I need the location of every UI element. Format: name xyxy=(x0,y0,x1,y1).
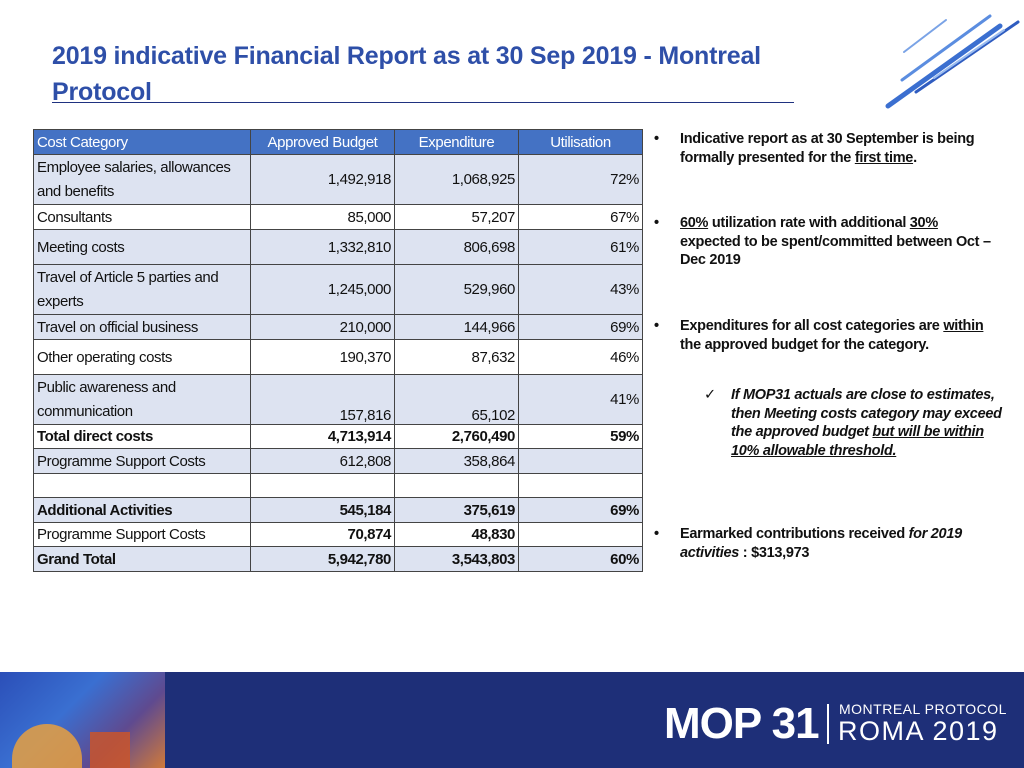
row-category: Travel on official business xyxy=(33,314,251,340)
mop31-logo: MOP 31 xyxy=(664,699,820,748)
row-expenditure: 144,966 xyxy=(394,314,519,340)
table-row: Programme Support Costs 70,874 48,830 xyxy=(33,522,643,547)
brand-roma-2019: ROMA 2019 xyxy=(838,716,999,746)
row-expenditure: 358,864 xyxy=(394,448,519,474)
row-category: Public awareness and communication xyxy=(33,374,251,425)
table-row-empty xyxy=(33,473,643,498)
row-budget: 190,370 xyxy=(250,339,395,375)
row-category: Total direct costs xyxy=(33,424,251,449)
bullet-icon: • xyxy=(654,318,659,334)
row-expenditure xyxy=(394,473,519,498)
row-budget: 612,808 xyxy=(250,448,395,474)
table-row: Consultants 85,000 57,207 67% xyxy=(33,204,643,230)
row-category-line-1: Travel of Article 5 parties and xyxy=(37,268,219,286)
financial-report-table: Cost Category Approved Budget Expenditur… xyxy=(33,129,643,572)
row-utilisation: 67% xyxy=(518,204,643,230)
row-utilisation: 69% xyxy=(518,314,643,340)
row-expenditure: 65,102 xyxy=(394,374,519,425)
header-utilisation: Utilisation xyxy=(518,129,643,155)
table-row: Travel of Article 5 parties and experts … xyxy=(33,264,643,315)
row-expenditure: 1,068,925 xyxy=(394,154,519,205)
row-expenditure: 806,698 xyxy=(394,229,519,265)
row-expenditure: 3,543,803 xyxy=(394,546,519,572)
row-expenditure: 529,960 xyxy=(394,264,519,315)
row-utilisation: 43% xyxy=(518,264,643,315)
table-row: Public awareness and communication 157,8… xyxy=(33,374,643,425)
checkmark-icon: ✓ xyxy=(704,387,716,403)
row-expenditure: 57,207 xyxy=(394,204,519,230)
title-underline xyxy=(52,102,794,103)
note-indicative-report: • Indicative report as at 30 September i… xyxy=(654,131,975,166)
row-category xyxy=(33,473,251,498)
arch-shape xyxy=(90,732,130,768)
row-utilisation: 41% xyxy=(518,374,643,425)
table-row: Additional Activities 545,184 375,619 69… xyxy=(33,497,643,523)
row-expenditure: 87,632 xyxy=(394,339,519,375)
bullet-icon: • xyxy=(654,526,659,542)
row-budget: 85,000 xyxy=(250,204,395,230)
table-row: Other operating costs 190,370 87,632 46% xyxy=(33,339,643,375)
row-budget: 1,492,918 xyxy=(250,154,395,205)
row-category: Programme Support Costs xyxy=(33,522,251,547)
header-approved-budget: Approved Budget xyxy=(250,129,395,155)
bullet-icon: • xyxy=(654,131,659,147)
row-budget: 1,332,810 xyxy=(250,229,395,265)
row-utilisation: 59% xyxy=(518,424,643,449)
row-utilisation: 69% xyxy=(518,497,643,523)
row-category: Travel of Article 5 parties and experts xyxy=(33,264,251,315)
row-utilisation: 61% xyxy=(518,229,643,265)
row-budget: 70,874 xyxy=(250,522,395,547)
footer-banner xyxy=(0,672,1024,768)
table-row: Employee salaries, allowances and benefi… xyxy=(33,154,643,205)
row-budget: 1,245,000 xyxy=(250,264,395,315)
row-utilisation xyxy=(518,473,643,498)
row-budget: 5,942,780 xyxy=(250,546,395,572)
row-category: Consultants xyxy=(33,204,251,230)
row-utilisation: 72% xyxy=(518,154,643,205)
note-expenditures-within-budget: • Expenditures for all cost categories a… xyxy=(654,318,984,353)
brand-divider xyxy=(827,704,829,744)
row-category: Programme Support Costs xyxy=(33,448,251,474)
row-category-line-1: Employee salaries, allowances xyxy=(37,158,231,176)
row-expenditure: 2,760,490 xyxy=(394,424,519,449)
row-utilisation xyxy=(518,448,643,474)
table-row: Programme Support Costs 612,808 358,864 xyxy=(33,448,643,474)
rome-illustration xyxy=(0,672,165,768)
title-line-2: Protocol xyxy=(52,78,152,106)
row-utilisation: 60% xyxy=(518,546,643,572)
table-row: Travel on official business 210,000 144,… xyxy=(33,314,643,340)
row-category: Grand Total xyxy=(33,546,251,572)
row-expenditure: 375,619 xyxy=(394,497,519,523)
header-cost-category: Cost Category xyxy=(33,129,251,155)
row-utilisation xyxy=(518,522,643,547)
row-budget: 210,000 xyxy=(250,314,395,340)
row-budget: 157,816 xyxy=(250,374,395,425)
row-category-line-2: and benefits xyxy=(37,182,114,200)
title-line-1: 2019 indicative Financial Report as at 3… xyxy=(52,42,761,70)
row-expenditure: 48,830 xyxy=(394,522,519,547)
row-category-line-2: experts xyxy=(37,292,84,310)
row-budget xyxy=(250,473,395,498)
note-earmarked-contributions: • Earmarked contributions received for 2… xyxy=(654,526,962,561)
ozone-streak-logo xyxy=(885,14,1020,109)
row-category: Additional Activities xyxy=(33,497,251,523)
row-category: Meeting costs xyxy=(33,229,251,265)
page-title: 2019 indicative Financial Report as at 3… xyxy=(52,38,842,110)
note-utilization-rate: • 60% utilization rate with additional 3… xyxy=(654,215,991,268)
row-category-line-1: Public awareness and xyxy=(37,378,176,396)
note-mop31-meeting-costs: ✓ If MOP31 actuals are close to estimate… xyxy=(704,387,1002,459)
table-row: Meeting costs 1,332,810 806,698 61% xyxy=(33,229,643,265)
table-row: Total direct costs 4,713,914 2,760,490 5… xyxy=(33,424,643,449)
dome-shape xyxy=(12,724,82,768)
brand-montreal-protocol: MONTREAL PROTOCOL xyxy=(839,701,1007,717)
row-budget: 545,184 xyxy=(250,497,395,523)
row-category: Employee salaries, allowances and benefi… xyxy=(33,154,251,205)
row-utilisation: 46% xyxy=(518,339,643,375)
row-category: Other operating costs xyxy=(33,339,251,375)
header-expenditure: Expenditure xyxy=(394,129,519,155)
row-budget: 4,713,914 xyxy=(250,424,395,449)
table-row: Grand Total 5,942,780 3,543,803 60% xyxy=(33,546,643,572)
row-category-line-2: communication xyxy=(37,402,133,420)
bullet-icon: • xyxy=(654,215,659,231)
